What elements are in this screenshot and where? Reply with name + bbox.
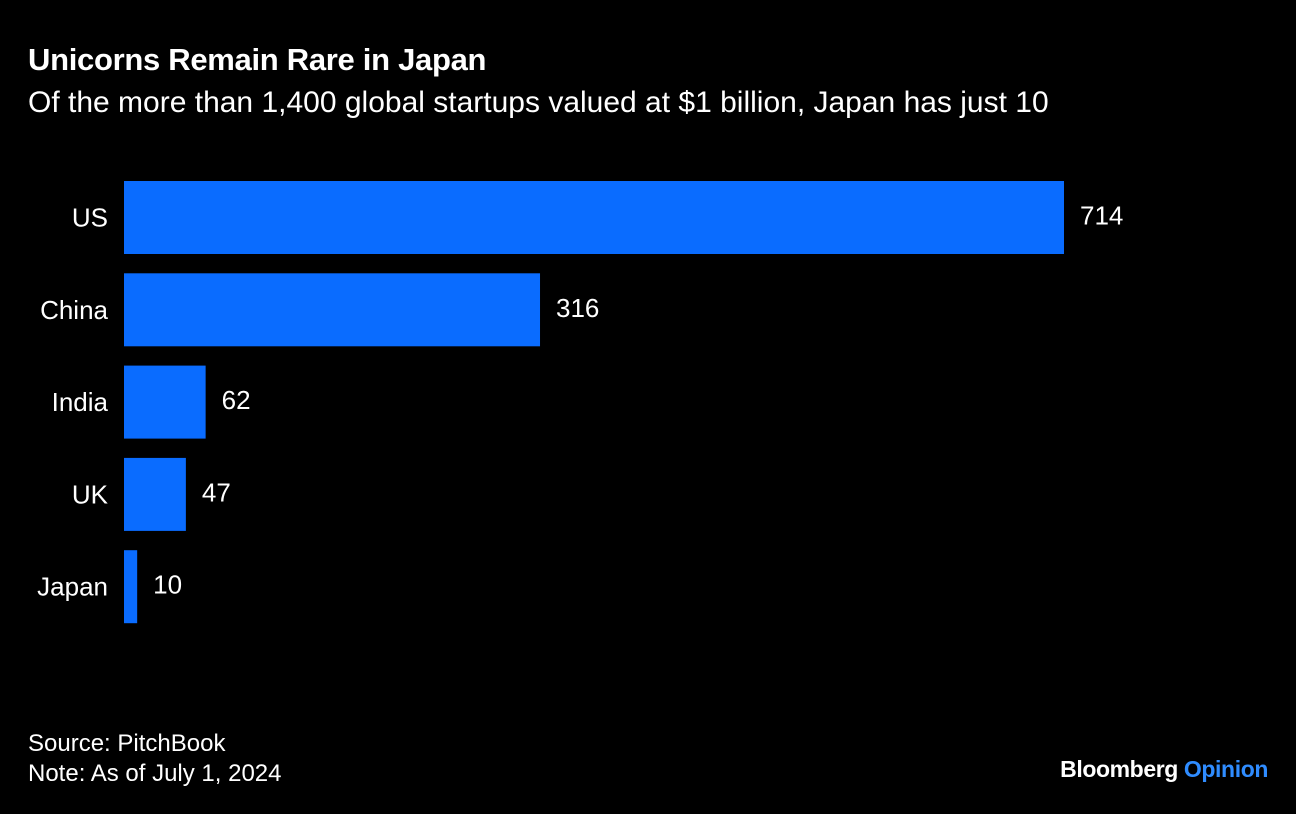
category-label-japan: Japan — [37, 572, 108, 602]
brand-section: Opinion — [1183, 756, 1268, 782]
category-label-uk: UK — [72, 479, 109, 509]
value-label-india: 62 — [222, 385, 251, 415]
bar-india — [124, 365, 206, 439]
category-label-china: China — [40, 295, 108, 325]
category-label-us: US — [72, 203, 108, 233]
value-label-china: 316 — [556, 293, 599, 323]
chart-title: Unicorns Remain Rare in Japan — [28, 42, 487, 77]
brand-logo: Bloomberg Opinion — [1060, 756, 1268, 783]
bar-uk — [124, 457, 186, 531]
value-label-us: 714 — [1080, 201, 1123, 231]
bar-chart: US 714 China 316 India 62 UK 47 Japan 10 — [37, 181, 1123, 624]
bar-us — [124, 181, 1064, 254]
category-label-india: India — [52, 387, 109, 417]
value-label-japan: 10 — [153, 570, 182, 600]
bar-china — [124, 273, 541, 347]
chart-subtitle: Of the more than 1,400 global startups v… — [28, 86, 1049, 119]
value-label-uk: 47 — [202, 477, 231, 507]
chart-footer: Source: PitchBook Note: As of July 1, 20… — [28, 729, 282, 789]
bar-japan — [124, 550, 138, 624]
source-note: Source: PitchBook — [28, 730, 226, 757]
brand-name: Bloomberg — [1060, 756, 1178, 782]
date-note: Note: As of July 1, 2024 — [28, 760, 282, 787]
